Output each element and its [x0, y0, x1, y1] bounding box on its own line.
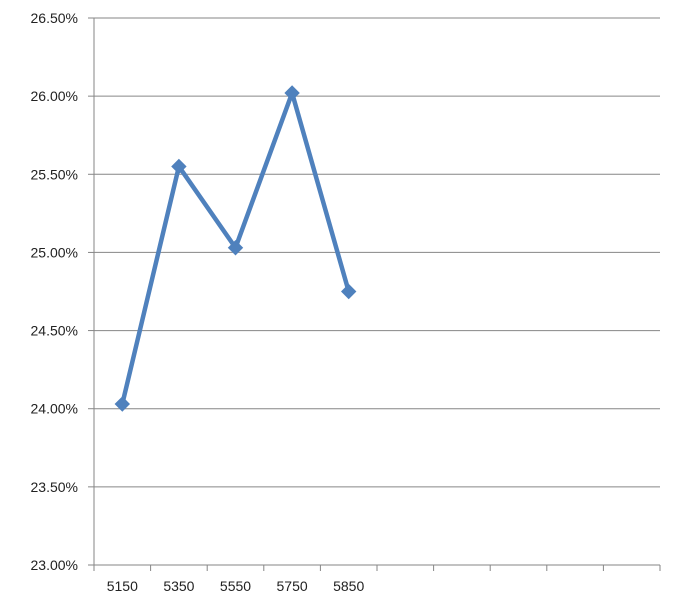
- x-tick-label: 5150: [107, 578, 138, 594]
- x-tick-label: 5350: [163, 578, 194, 594]
- gridlines: [94, 17, 660, 488]
- x-tick-label: 5850: [333, 578, 364, 594]
- y-tick-label: 25.50%: [31, 166, 78, 182]
- y-tick-label: 25.00%: [31, 244, 78, 260]
- data-point-marker: [171, 158, 187, 175]
- data-point-marker: [284, 85, 300, 101]
- x-tick-label: 5750: [277, 578, 308, 594]
- data-point-marker: [114, 396, 131, 412]
- x-tick-label: 5550: [220, 578, 251, 594]
- y-tick-label: 23.00%: [31, 557, 78, 573]
- x-axis-tick-labels: 5150 5350 5550 5750 5850: [107, 578, 365, 594]
- y-tick-label: 26.50%: [31, 10, 78, 26]
- y-tick-label: 26.00%: [31, 88, 78, 104]
- y-tick-label: 24.50%: [31, 323, 78, 339]
- data-point-marker: [227, 240, 244, 256]
- axes: [88, 17, 661, 571]
- data-point-marker: [340, 283, 357, 300]
- y-tick-label: 24.00%: [31, 401, 78, 417]
- y-tick-label: 23.50%: [31, 479, 78, 495]
- series-layer: [114, 85, 357, 412]
- y-axis-tick-labels: 23.00% 23.50% 24.00% 24.50% 25.00% 25.50% 26.0…: [31, 10, 78, 573]
